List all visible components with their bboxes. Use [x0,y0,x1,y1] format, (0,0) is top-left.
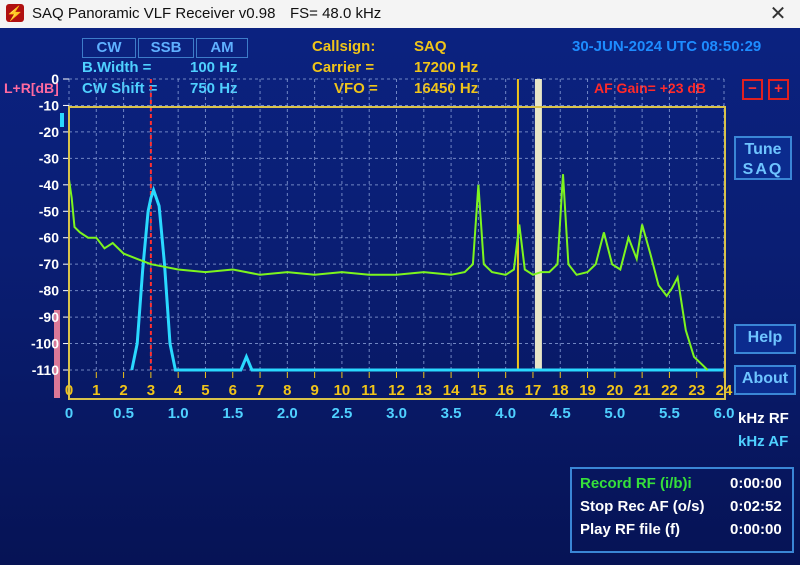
x-rf-tick-label: 1 [92,382,100,399]
y-axis-label: L+R[dB] [4,80,59,96]
x-af-tick-label: 3.0 [386,405,407,422]
record-rf-time: 0:00:00 [730,475,782,492]
x-rf-tick-label: 2 [119,382,127,399]
x-rf-tick-label: 20 [606,382,623,399]
help-button[interactable]: Help [734,324,796,354]
window-title: SAQ Panoramic VLF Receiver v0.98 [32,5,276,22]
vfo-value[interactable]: 16450 Hz [414,80,479,97]
level-bar-red [54,310,60,398]
x-axis-rf-ticks: 0 1 2 3 4 5 6 7 8 9 10 11 12 13 14 15 16 17 18 19 20 21 22 23 24 [65,372,733,399]
play-rf-file-time: 0:00:00 [730,521,782,538]
bandwidth-value[interactable]: 100 Hz [190,59,238,76]
title-bar: ⚡ SAQ Panoramic VLF Receiver v0.98 FS= 4… [0,0,800,29]
y-tick-label: -70 [39,256,59,272]
y-tick-label: -50 [39,203,59,219]
x-rf-tick-label: 23 [688,382,705,399]
af-unit-label: kHz AF [738,433,788,450]
y-tick-label: -20 [39,124,59,140]
x-rf-tick-label: 9 [310,382,318,399]
x-rf-tick-label: 3 [147,382,155,399]
cw-shift-label: CW Shift = [82,80,158,97]
carrier-value[interactable]: 17200 Hz [414,59,479,76]
tune-saq-button[interactable]: Tune SAQ [734,136,792,180]
x-rf-tick-label: 5 [201,382,209,399]
x-af-tick-label: 2.0 [277,405,298,422]
x-af-tick-label: 1.5 [222,405,243,422]
x-af-tick-label: 3.5 [441,405,462,422]
x-af-tick-label: 1.0 [168,405,189,422]
filter-passband-trace [130,185,724,372]
x-axis-af-ticks: 0 0.5 1.0 1.5 2.0 2.5 3.0 3.5 4.0 4.5 5.0 5.5 6.0 [65,405,735,422]
callsign-value: SAQ [414,38,447,55]
carrier-marker[interactable] [534,79,542,370]
x-rf-tick-label: 8 [283,382,291,399]
utc-datetime: 30-JUN-2024 UTC 08:50:29 [572,38,762,55]
mode-cw-button[interactable]: CW [82,38,136,58]
close-icon[interactable]: ✕ [769,3,787,25]
x-rf-tick-label: 7 [256,382,264,399]
tune-saq-label-line2: SAQ [742,161,784,178]
af-gain-increase-button[interactable]: + [768,79,789,100]
x-af-tick-label: 2.5 [331,405,352,422]
level-bar-cyan [60,113,64,127]
app-icon: ⚡ [6,4,24,22]
tune-saq-label-line1: Tune [744,141,782,158]
x-rf-tick-label: 4 [174,382,183,399]
recording-panel: Record RF (i/b)i 0:00:00 Stop Rec AF (o/… [570,467,794,553]
x-rf-tick-label: 17 [525,382,542,399]
af-gain-readout: AF Gain= +23 dB [594,80,707,96]
receiver-panel: CW SSB AM B.Width = 100 Hz CW Shift = 75… [0,28,800,565]
rf-unit-label: kHz RF [738,410,789,427]
x-af-tick-label: 6.0 [714,405,735,422]
vfo-label: VFO = [334,80,378,97]
x-rf-tick-label: 6 [229,382,237,399]
x-af-tick-label: 0.5 [113,405,134,422]
cw-shift-value[interactable]: 750 Hz [190,80,238,97]
callsign-label: Callsign: [312,38,376,55]
record-rf-button[interactable]: Record RF (i/b)i [580,475,692,492]
y-tick-label: -10 [39,97,59,113]
x-af-tick-label: 4.0 [495,405,516,422]
x-af-tick-label: 5.0 [604,405,625,422]
y-tick-label: -60 [39,230,59,246]
y-tick-label: -30 [39,150,59,166]
carrier-label: Carrier = [312,59,375,76]
bandwidth-label: B.Width = [82,59,152,76]
y-tick-label: -90 [39,309,59,325]
y-tick-label: -100 [31,336,59,352]
x-rf-tick-label: 13 [415,382,432,399]
y-axis-ticks: 0 -10 -20 -30 -40 -50 -60 -70 -80 -90 -100 -110 [31,71,69,378]
mode-ssb-button[interactable]: SSB [138,38,194,58]
y-tick-label: -80 [39,283,59,299]
x-rf-tick-label: 22 [661,382,678,399]
x-rf-tick-label: 11 [361,382,377,399]
x-af-tick-label: 0 [65,405,73,422]
mode-am-button[interactable]: AM [196,38,248,58]
x-af-tick-label: 4.5 [550,405,571,422]
x-rf-tick-label: 16 [497,382,514,399]
y-tick-label: 0 [51,71,59,87]
y-tick-label: -110 [32,362,59,378]
x-rf-tick-label: 14 [443,382,460,399]
x-rf-tick-label: 15 [470,382,487,399]
x-af-tick-label: 5.5 [659,405,680,422]
af-gain-decrease-button[interactable]: − [742,79,763,100]
plot-frame[interactable] [68,106,726,400]
about-button[interactable]: About [734,365,796,395]
stop-rec-af-time: 0:02:52 [730,498,782,515]
spectrum-trace [68,174,709,371]
x-rf-tick-label: 19 [579,382,596,399]
stop-rec-af-button[interactable]: Stop Rec AF (o/s) [580,498,705,515]
x-rf-tick-label: 21 [634,382,651,399]
y-tick-label: -40 [39,177,59,193]
x-rf-tick-label: 10 [334,382,351,399]
x-rf-tick-label: 18 [552,382,569,399]
play-rf-file-button[interactable]: Play RF file (f) [580,521,681,538]
sample-rate-readout: FS= 48.0 kHz [290,5,382,22]
x-rf-tick-label: 12 [388,382,405,399]
